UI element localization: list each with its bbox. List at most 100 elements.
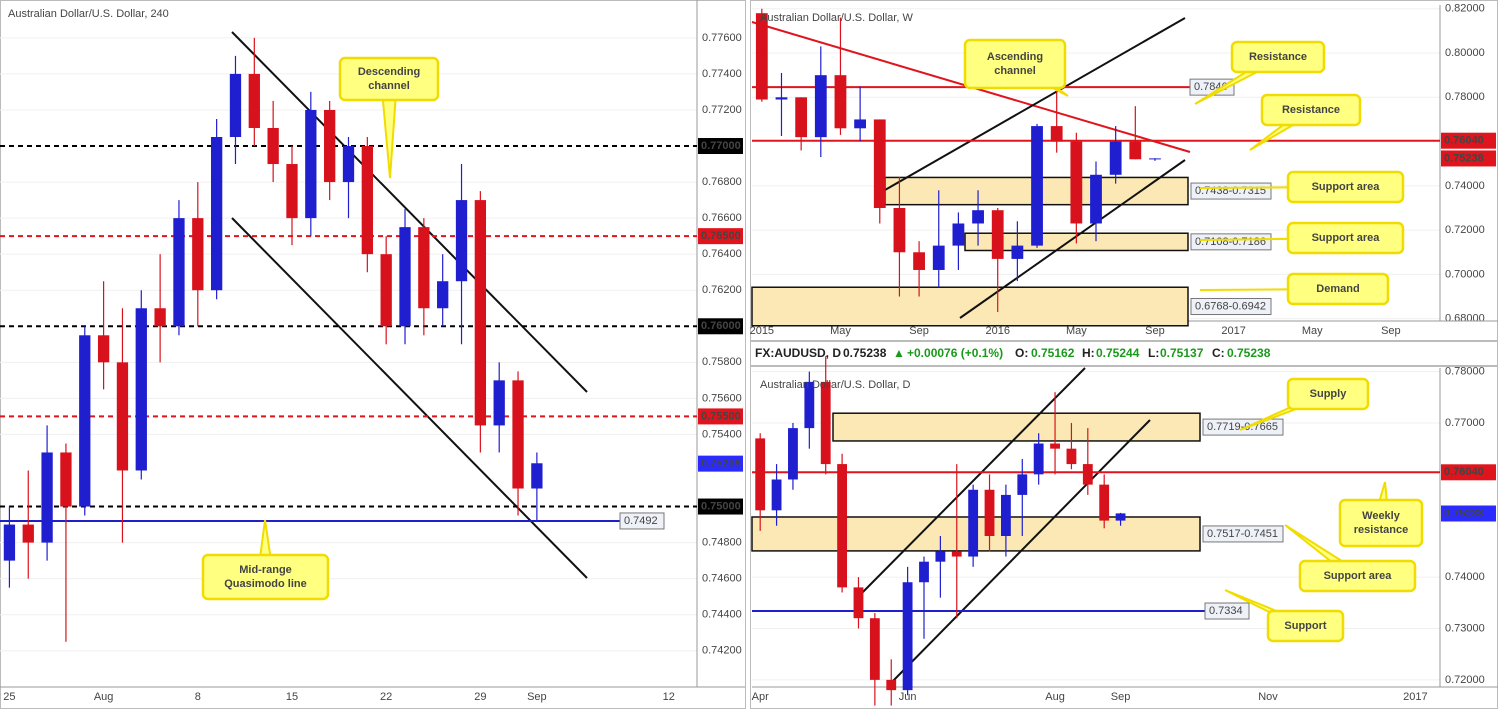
callout-text: resistance: [1354, 524, 1408, 536]
low: 0.75137: [1160, 346, 1204, 360]
x-tick-label: Nov: [1258, 691, 1278, 703]
callout: [1286, 272, 1390, 306]
candle-body: [1149, 158, 1161, 160]
y-tick-label: 0.75800: [702, 356, 742, 368]
y-tick-label: 0.78000: [1445, 91, 1485, 103]
price-tag: 0.76500: [701, 230, 741, 242]
x-tick-label: Sep: [527, 691, 547, 703]
y-tick-label: 0.76200: [702, 284, 742, 296]
price-tag: 0.75238: [1444, 507, 1484, 519]
candle-body: [286, 164, 298, 219]
callout-text: Demand: [1316, 283, 1359, 295]
callout: [201, 553, 330, 601]
price-tag: 0.7334: [1209, 605, 1243, 617]
symbol: FX:AUDUSD, D: [755, 346, 841, 360]
candle-body: [1066, 448, 1077, 465]
zone-tag: 0.7108-0.7186: [1195, 236, 1266, 248]
close: 0.75238: [1227, 346, 1271, 360]
callout-text: Resistance: [1249, 51, 1307, 63]
callout-text: Support area: [1324, 570, 1393, 582]
chart: 0.72000 0.73000 0.74000 0.77000 0.78000 Apr Ju…: [751, 356, 1498, 706]
candle-body: [1000, 494, 1011, 537]
trendline: [231, 31, 588, 393]
price-tag: 0.76040: [1444, 466, 1484, 478]
callout: [338, 56, 440, 102]
candle-body: [814, 75, 827, 138]
candle-body: [399, 227, 411, 327]
callout-text: channel: [994, 65, 1036, 77]
y-tick-label: 0.82000: [1445, 3, 1485, 15]
price-tag: 0.77000: [701, 140, 741, 152]
panel-240: [0, 0, 746, 709]
y-tick-label: 0.76600: [702, 212, 742, 224]
candle-body: [935, 551, 946, 562]
candle-body: [3, 524, 16, 561]
candle-body: [755, 13, 768, 100]
candle-body: [1070, 141, 1083, 224]
x-tick-label: Sep: [1145, 325, 1165, 337]
x-tick-label: 8: [195, 691, 201, 703]
price-tag: 0.75238: [701, 458, 741, 470]
high: 0.75244: [1096, 346, 1140, 360]
candle-body: [267, 127, 279, 165]
candle-body: [972, 210, 984, 224]
arrow: ▲: [893, 346, 905, 360]
low-label: L:: [1148, 346, 1159, 360]
y-tick-label: 0.74000: [1445, 180, 1485, 192]
ticker-bar-texts: FX:AUDUSD, D 0.75238 ▲ +0.00076 (+0.1%) …: [755, 346, 1271, 360]
candle-body: [135, 308, 147, 471]
candle-body: [210, 137, 223, 291]
candle-body: [531, 463, 543, 489]
x-tick-label: Apr: [752, 691, 769, 703]
price-tag-box: [1204, 602, 1250, 620]
candle-body: [913, 252, 925, 270]
candle-body: [1011, 245, 1024, 259]
chart-title: Australian Dollar/U.S. Dollar, D: [760, 379, 910, 391]
candle-body: [1109, 141, 1122, 175]
candle-body: [834, 75, 847, 129]
candle-body: [820, 381, 831, 465]
candle-body: [116, 362, 129, 471]
chart: 0.68000 0.70000 0.72000 0.74000 0.78000 0.800…: [750, 3, 1498, 337]
candle-body: [755, 438, 766, 511]
callout-text: Support: [1284, 620, 1326, 632]
price-tag-box: [698, 138, 743, 155]
candle-body: [804, 381, 815, 429]
candle-body: [788, 428, 798, 480]
y-tick-label: 0.70000: [1445, 268, 1485, 280]
x-tick-label: 2015: [750, 325, 774, 337]
candle-body: [437, 281, 449, 309]
price-tag: 0.75500: [701, 410, 741, 422]
price-tag-box: [698, 498, 743, 515]
y-tick-label: 0.74800: [702, 536, 742, 548]
candle-body: [1099, 484, 1110, 521]
callout: [1298, 559, 1417, 593]
zone-tag: 0.7719-0.7665: [1207, 421, 1278, 433]
y-tick-label: 0.74600: [702, 573, 742, 585]
y-tick-label: 0.76800: [702, 176, 742, 188]
x-tick-label: 25: [3, 691, 15, 703]
y-tick-label: 0.72000: [1445, 674, 1485, 686]
price-tag: 0.7492: [624, 515, 658, 527]
callout: [1266, 609, 1345, 643]
change: +0.00076 (+0.1%): [907, 346, 1003, 360]
x-tick-label: May: [830, 325, 851, 337]
candle-body: [1050, 126, 1063, 142]
candle-body: [418, 227, 430, 309]
price-tag-box: [1441, 150, 1496, 167]
candle-body: [853, 587, 864, 619]
candle-body: [455, 200, 468, 282]
x-tick-label: 12: [663, 691, 675, 703]
x-tick-label: Sep: [1111, 691, 1131, 703]
trendline: [231, 217, 588, 579]
candle-body: [951, 551, 962, 557]
candle-body: [60, 452, 72, 507]
y-tick-label: 0.75600: [702, 392, 742, 404]
trendline: [854, 367, 1086, 601]
candle-body: [361, 146, 373, 255]
candle-body: [771, 479, 782, 511]
y-tick-label: 0.77600: [702, 32, 742, 44]
candle-body: [248, 73, 260, 128]
price-tag-box: [619, 512, 665, 530]
x-tick-label: Aug: [1045, 691, 1065, 703]
